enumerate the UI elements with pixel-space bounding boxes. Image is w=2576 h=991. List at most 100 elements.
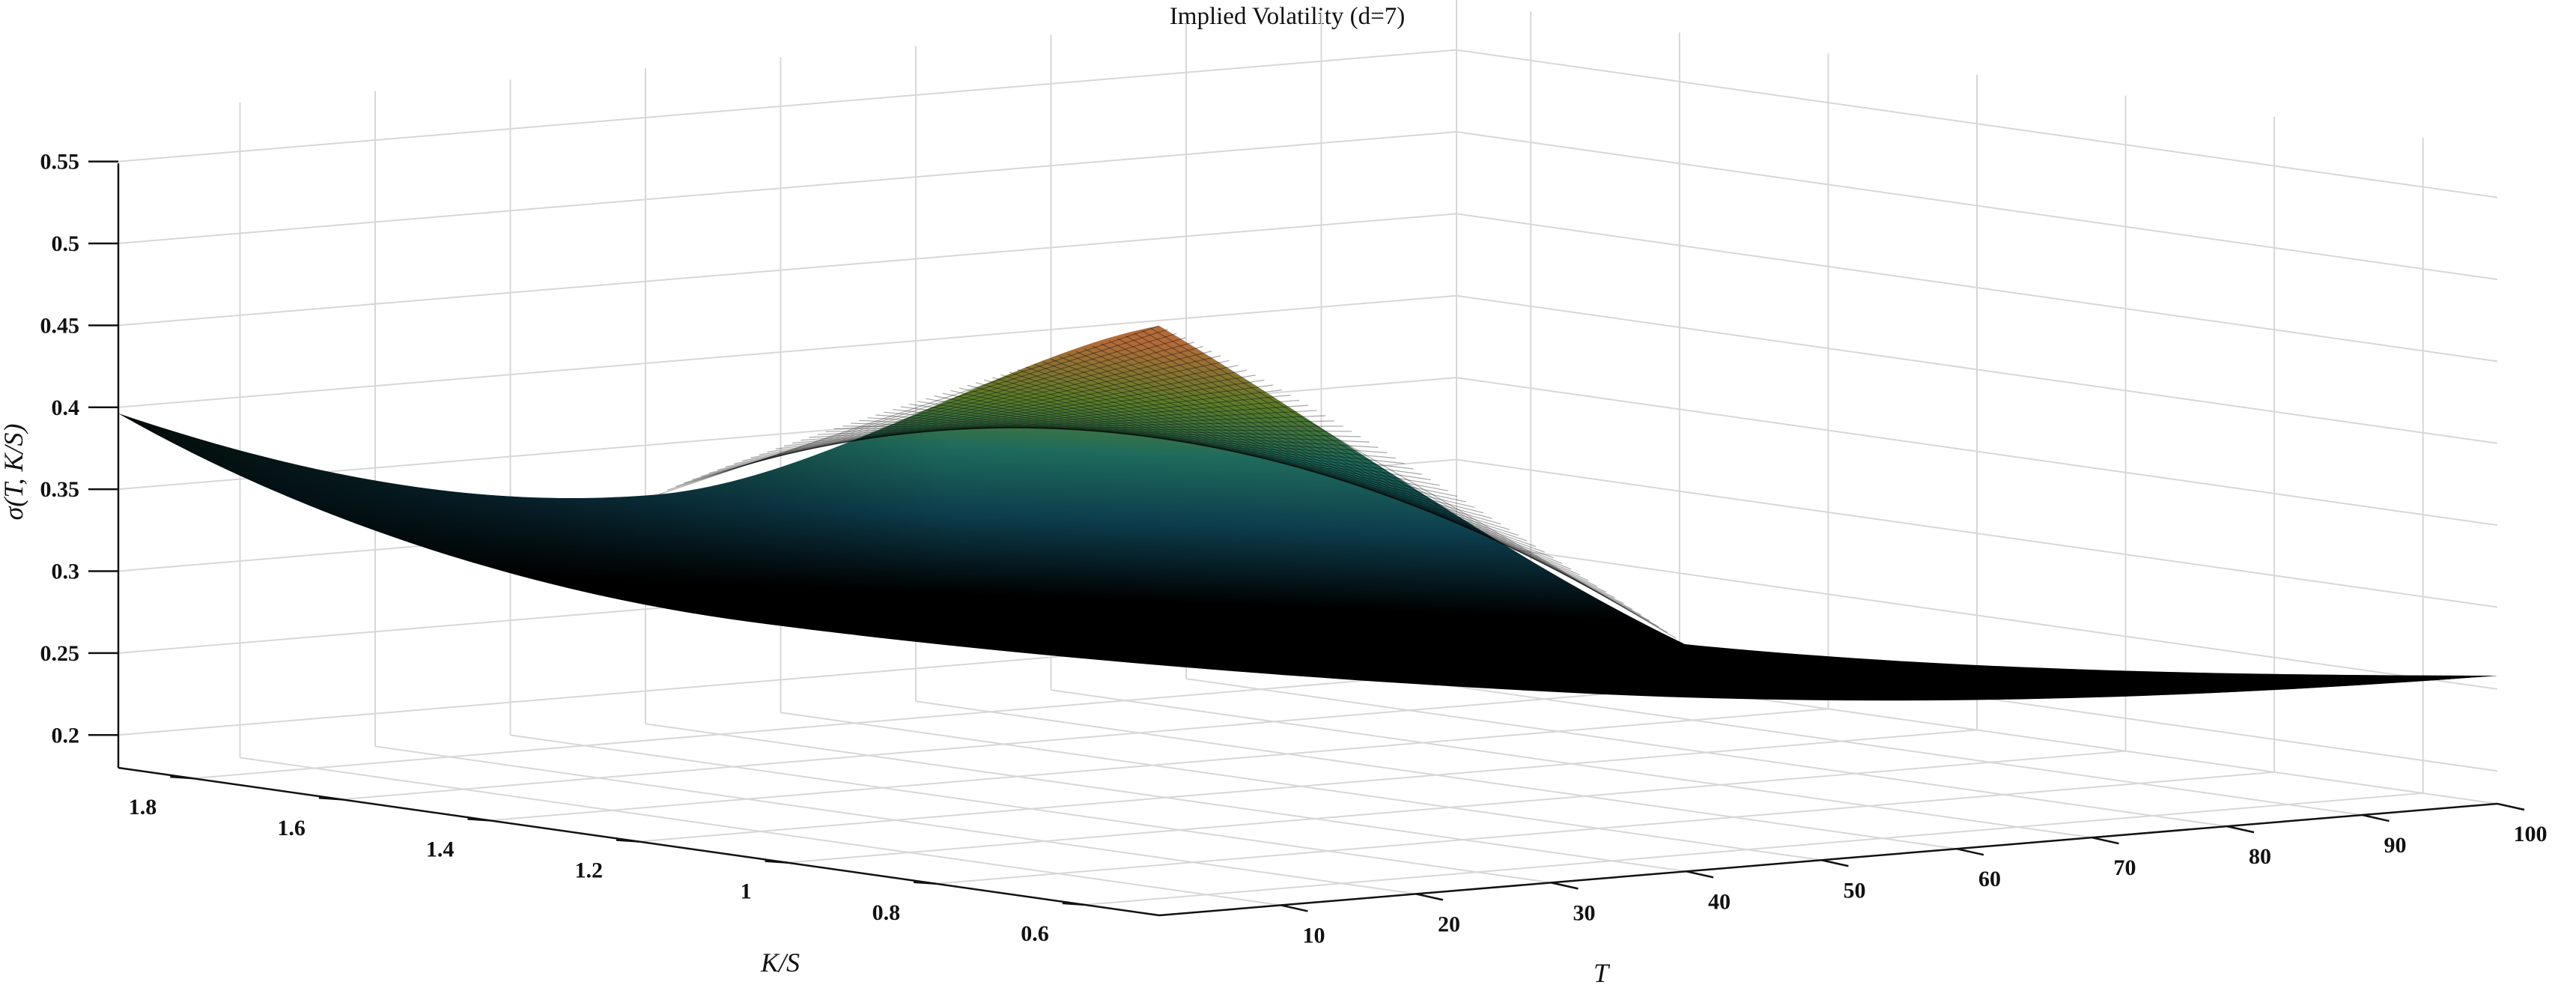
mesh-line (1059, 356, 1580, 576)
mesh-line (942, 393, 1457, 497)
mesh-line (1084, 348, 1606, 593)
x-tick-mark (1551, 882, 1579, 890)
z-tick-label: 0.3 (52, 560, 80, 584)
mesh-line (959, 387, 1475, 508)
y-tick-mark (318, 796, 341, 801)
mesh-line (783, 394, 1291, 446)
gridline-y-floor (787, 750, 2126, 864)
y-axis-label: K/S (760, 948, 800, 978)
mesh-line (833, 425, 1343, 430)
mesh-line (1009, 372, 1528, 542)
x-tick-mark (1415, 893, 1444, 901)
z-tick-label: 0.55 (40, 150, 80, 175)
x-tick-label: 10 (1302, 923, 1325, 948)
mesh-line (700, 346, 1203, 477)
mesh-line (809, 410, 1317, 438)
mesh-line (934, 396, 1449, 491)
mesh-line (917, 401, 1431, 481)
z-tick-label: 0.4 (52, 396, 80, 420)
mesh-line (801, 404, 1308, 441)
z-axis-ticks: 0.2 0.25 0.3 0.35 0.4 0.45 0.5 0.55 (40, 150, 118, 748)
mesh-line (1051, 358, 1572, 570)
x-tick-label: 50 (1843, 878, 1865, 903)
mesh-line (975, 382, 1492, 519)
gridline-z (118, 213, 1457, 327)
y-tick-label: 0.8 (872, 900, 901, 925)
surface-shading (118, 326, 2497, 701)
mesh-line (1042, 361, 1563, 564)
gridline-y-floor (192, 666, 1531, 780)
mesh-line (950, 390, 1466, 503)
gridline-y-floor (638, 729, 1978, 843)
mesh-line (842, 425, 1352, 432)
y-axis-ticks: 0.6 0.8 1 1.2 1.4 1.6 1.8 (129, 775, 1085, 946)
mesh-line (658, 325, 1160, 495)
mesh-line (725, 360, 1230, 467)
z-tick-label: 0.45 (40, 313, 80, 338)
mesh-line (900, 406, 1414, 470)
mesh-line (767, 384, 1274, 452)
mesh-line (775, 390, 1282, 449)
mesh-line (967, 384, 1484, 514)
x-tick-label: 60 (1978, 867, 2001, 891)
x-tick-mark (1821, 859, 1849, 867)
volatility-surface (118, 325, 2497, 701)
mesh-line (1025, 366, 1546, 553)
surface-mesh-lines (658, 325, 1677, 639)
x-tick-label: 100 (2514, 822, 2548, 846)
mesh-line (684, 337, 1186, 484)
mesh-line (759, 379, 1265, 455)
mesh-line (734, 365, 1239, 464)
mesh-line (892, 409, 1405, 464)
mesh-line (867, 417, 1379, 448)
mesh-line (1126, 336, 1650, 622)
gridline-y-floor (341, 687, 1680, 801)
x-axis-label: T (1594, 958, 1611, 988)
x-tick-mark (2497, 802, 2525, 811)
y-tick-label: 1.4 (426, 837, 455, 861)
x-axis-line (1158, 802, 2498, 917)
mesh-line (1075, 351, 1598, 587)
mesh-line (1134, 333, 1659, 628)
mesh-line (692, 342, 1194, 480)
y-tick-label: 0.6 (1021, 921, 1049, 946)
mesh-line (1100, 343, 1624, 604)
mesh-line (992, 377, 1510, 530)
mesh-line (675, 333, 1177, 488)
x-tick-mark (1956, 847, 1984, 856)
mesh-line (851, 422, 1361, 437)
x-tick-mark (1281, 904, 1308, 912)
mesh-line (1033, 363, 1554, 559)
mesh-line (1142, 330, 1668, 633)
x-tick-label: 30 (1573, 900, 1595, 925)
x-axis-ticks: 10 20 30 40 50 60 70 80 90 100 (1281, 802, 2548, 948)
gridline-y-floor (936, 771, 2275, 885)
x-tick-label: 70 (2113, 855, 2136, 880)
z-axis-label: σ(T, K/S) (0, 423, 28, 520)
y-tick-mark (914, 881, 937, 885)
mesh-line (817, 415, 1326, 435)
y-tick-mark (467, 818, 490, 822)
x-tick-mark (2092, 836, 2119, 845)
x-tick-label: 90 (2384, 833, 2406, 858)
mesh-line (1150, 327, 1677, 639)
x-tick-mark (2226, 825, 2255, 834)
mesh-line (750, 375, 1256, 458)
left-wall-gridlines (239, 0, 2424, 793)
mesh-line (926, 398, 1440, 486)
mesh-line (1092, 345, 1615, 598)
gridline-z (118, 294, 1457, 408)
y-tick-mark (765, 860, 788, 864)
mesh-line (1000, 374, 1519, 536)
mesh-line (742, 369, 1248, 461)
z-tick-label: 0.35 (40, 477, 80, 502)
y-tick-mark (170, 775, 193, 780)
mesh-line (1117, 338, 1641, 616)
x-tick-mark (2362, 813, 2390, 822)
mesh-line (984, 379, 1501, 525)
mesh-line (666, 329, 1168, 491)
chart-title: Implied Volatility (d=7) (1170, 3, 1405, 30)
x-tick-label: 40 (1708, 889, 1731, 914)
